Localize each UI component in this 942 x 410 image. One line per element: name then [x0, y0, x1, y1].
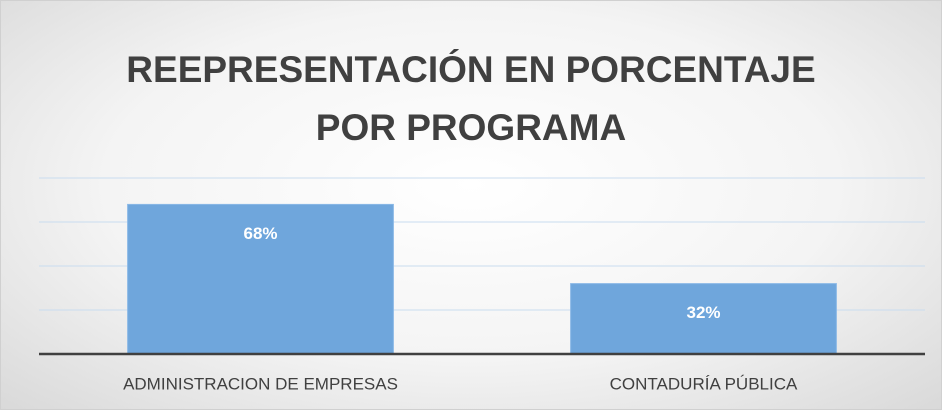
data-label: 68% [243, 224, 277, 243]
chart-title: REEPRESENTACIÓN EN PORCENTAJE POR PROGRA… [126, 49, 816, 148]
x-tick-label: ADMINISTRACION DE EMPRESAS [123, 374, 398, 393]
data-label: 32% [686, 303, 720, 322]
x-tick-label: CONTADURÍA PÚBLICA [610, 374, 798, 393]
bar [570, 283, 837, 355]
bar [127, 203, 394, 355]
